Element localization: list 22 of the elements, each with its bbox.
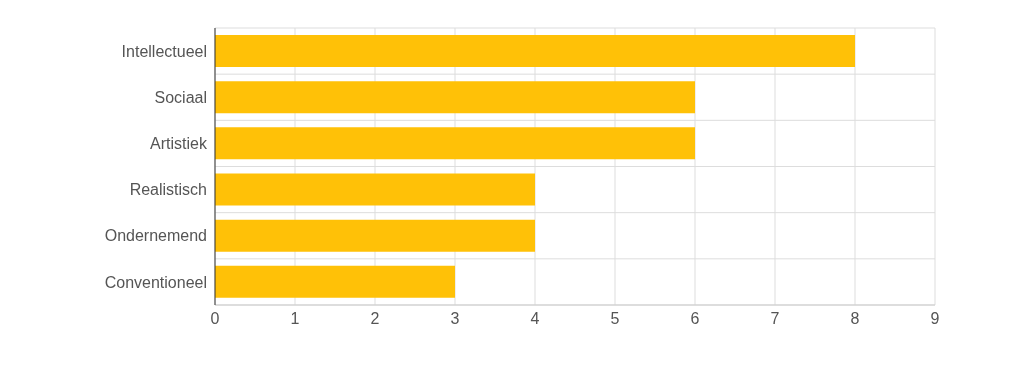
x-tick-label: 1: [290, 310, 300, 328]
x-tick-label: 8: [850, 310, 860, 328]
bar: [215, 81, 695, 114]
bar: [215, 219, 535, 252]
x-tick-label: 9: [930, 310, 940, 328]
x-tick-label: 6: [690, 310, 700, 328]
bar: [215, 127, 695, 160]
x-tick-label: 2: [370, 310, 380, 328]
x-tick-label: 3: [450, 310, 460, 328]
bar: [215, 265, 455, 298]
y-tick-label: Intellectueel: [121, 42, 207, 60]
bar: [215, 173, 535, 206]
y-tick-label: Sociaal: [154, 88, 207, 106]
x-tick-label: 0: [210, 310, 220, 328]
x-tick-label: 5: [610, 310, 620, 328]
y-tick-label: Ondernemend: [104, 227, 207, 245]
bar: [215, 35, 855, 67]
y-tick-label: Artistiek: [150, 135, 208, 153]
x-tick-label: 7: [770, 310, 780, 328]
y-tick-label: Realistisch: [129, 181, 207, 199]
x-tick-label: 4: [530, 310, 540, 328]
y-tick-label: Conventioneel: [104, 273, 207, 291]
